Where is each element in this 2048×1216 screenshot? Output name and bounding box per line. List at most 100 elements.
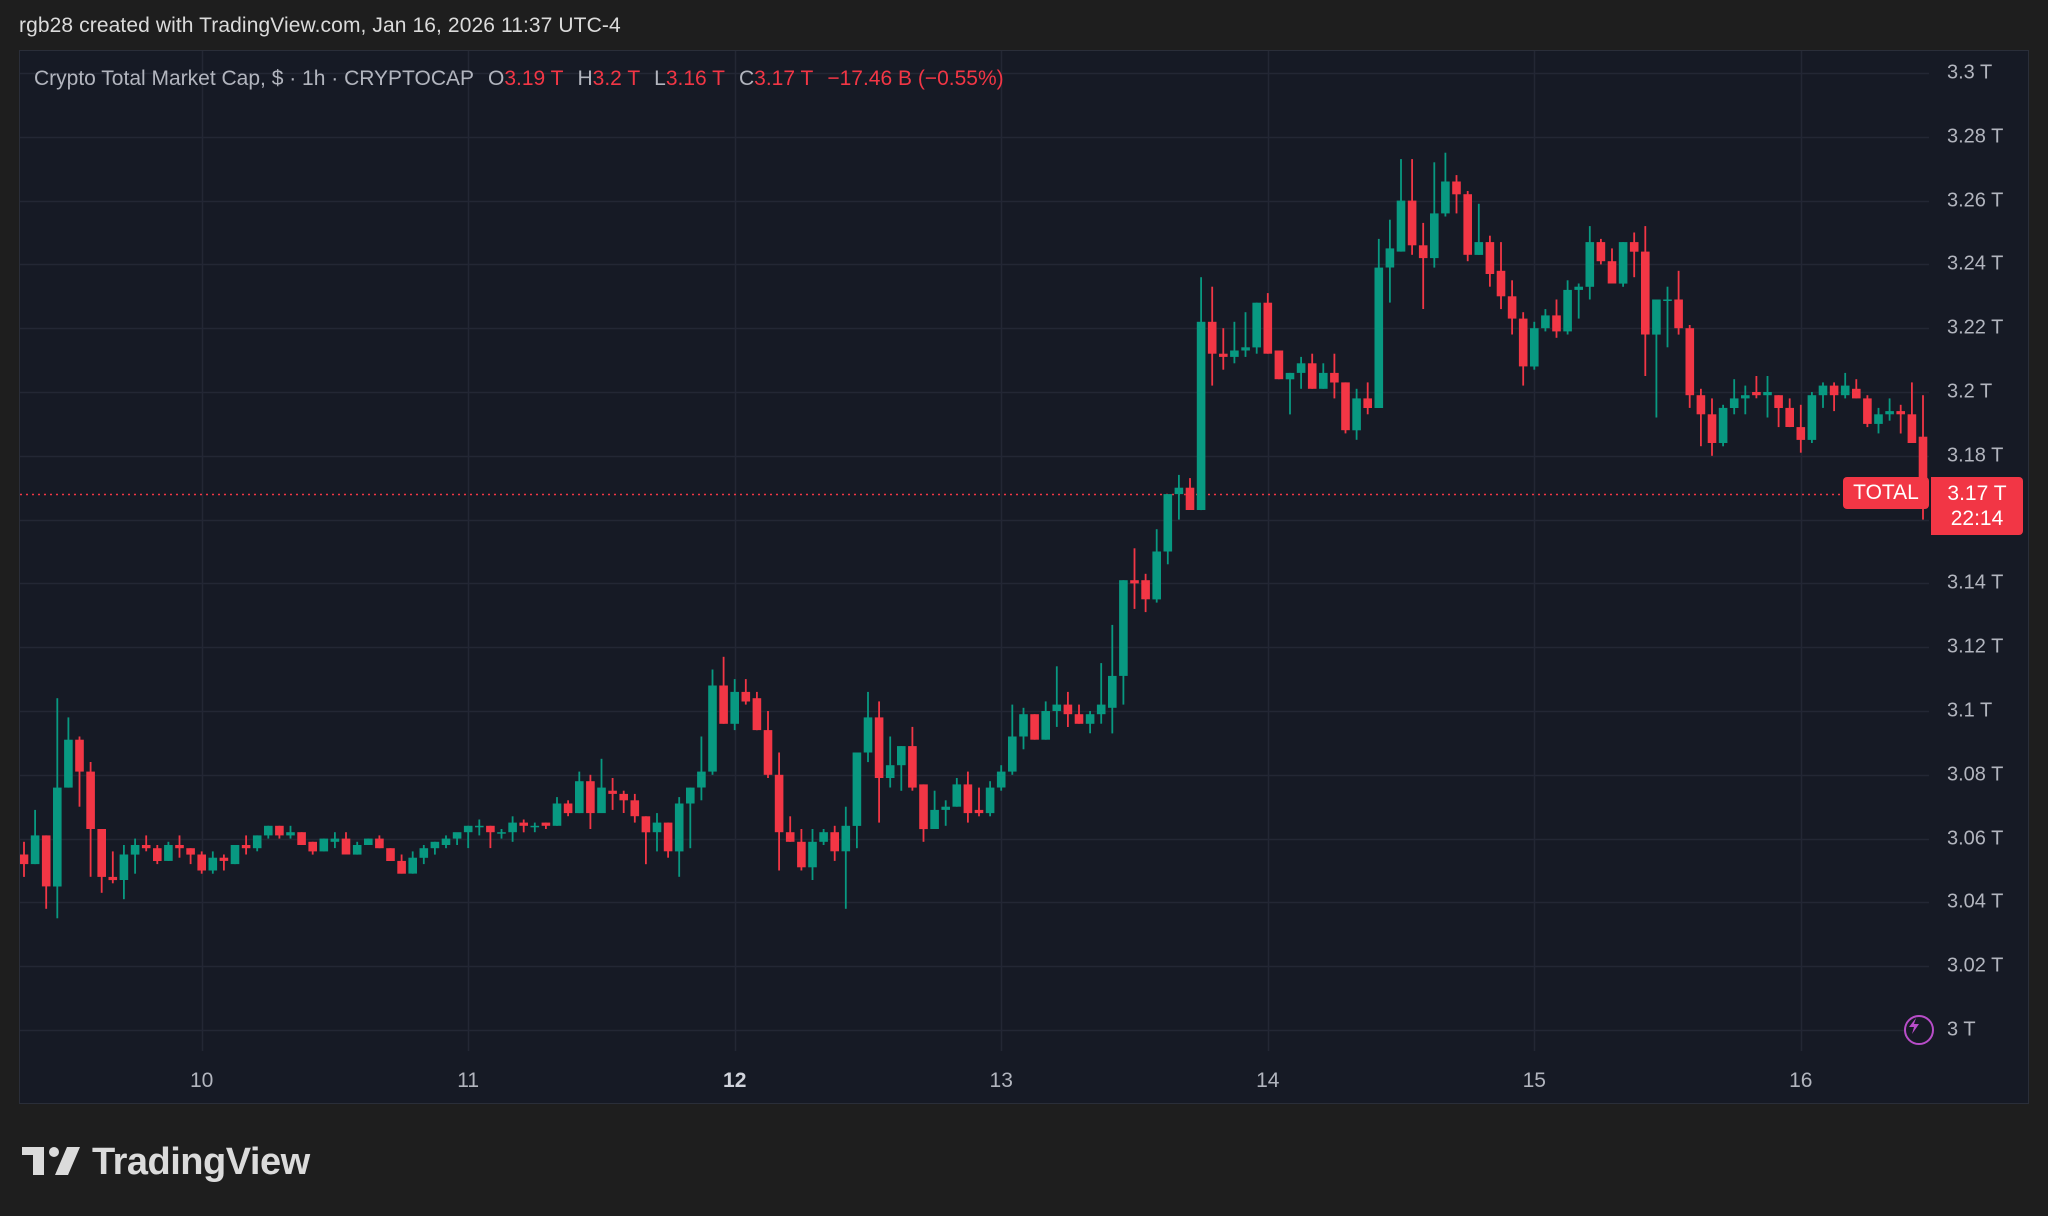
candle-down[interactable] <box>586 774 595 829</box>
candle-down[interactable] <box>75 736 84 807</box>
candle-up[interactable] <box>1374 238 1384 408</box>
candle-up[interactable] <box>1574 283 1583 319</box>
candle-up[interactable] <box>1041 701 1050 740</box>
candle-up[interactable] <box>452 832 462 845</box>
candle-up[interactable] <box>352 841 362 855</box>
candle-up[interactable] <box>1163 494 1173 565</box>
candle-down[interactable] <box>1907 382 1917 443</box>
candle-up[interactable] <box>1196 277 1206 511</box>
candle-up[interactable] <box>430 841 440 855</box>
candle-up[interactable] <box>575 771 584 814</box>
candle-up[interactable] <box>1230 321 1239 364</box>
candle-down[interactable] <box>1918 395 1928 520</box>
candle-up[interactable] <box>1763 376 1772 418</box>
candle-down[interactable] <box>1274 350 1284 380</box>
candle-up[interactable] <box>1108 624 1117 734</box>
candle-up[interactable] <box>1563 280 1572 335</box>
candle-up[interactable] <box>863 691 873 763</box>
candle-up[interactable] <box>1119 580 1128 705</box>
candle-down[interactable] <box>219 854 229 871</box>
candle-up[interactable] <box>286 825 295 839</box>
candle-down[interactable] <box>1363 382 1372 415</box>
candle-down[interactable] <box>1418 222 1428 309</box>
candle-up[interactable] <box>1663 286 1672 348</box>
candle-up[interactable] <box>1285 372 1295 415</box>
candle-up[interactable] <box>1541 309 1550 332</box>
candle-down[interactable] <box>874 701 884 823</box>
candle-down[interactable] <box>1796 404 1806 453</box>
candle-down[interactable] <box>763 711 773 778</box>
candle-down[interactable] <box>797 829 806 871</box>
candle-up[interactable] <box>319 838 329 852</box>
candle-down[interactable] <box>1685 325 1695 408</box>
candle-down[interactable] <box>1185 478 1195 510</box>
candle-down[interactable] <box>1130 548 1139 609</box>
candle-down[interactable] <box>1507 280 1517 335</box>
candle-down[interactable] <box>830 825 839 861</box>
candle-down[interactable] <box>1629 232 1639 278</box>
candle-down[interactable] <box>108 851 118 884</box>
candle-down[interactable] <box>519 819 528 833</box>
candle-up[interactable] <box>985 781 995 817</box>
candle-up[interactable] <box>841 806 851 909</box>
candle-up[interactable] <box>1430 162 1439 268</box>
candle-up[interactable] <box>952 778 962 807</box>
candle-down[interactable] <box>1496 242 1506 310</box>
candle-down[interactable] <box>1207 286 1217 386</box>
candle-down[interactable] <box>397 854 406 874</box>
candle-up[interactable] <box>1441 152 1450 217</box>
candle-down[interactable] <box>641 816 651 865</box>
candle-down[interactable] <box>619 790 628 813</box>
candle-down[interactable] <box>1307 353 1317 389</box>
candle-up[interactable] <box>1085 711 1095 734</box>
candle-down[interactable] <box>86 762 95 877</box>
candle-down[interactable] <box>1707 398 1717 456</box>
candle-up[interactable] <box>1385 219 1395 303</box>
candle-up[interactable] <box>463 825 473 849</box>
candle-down[interactable] <box>1074 704 1084 724</box>
candle-up[interactable] <box>1818 382 1828 408</box>
candle-up[interactable] <box>819 829 828 845</box>
candle-down[interactable] <box>1463 191 1472 262</box>
candle-up[interactable] <box>674 797 684 877</box>
candle-down[interactable] <box>563 800 573 817</box>
candle-up[interactable] <box>1019 707 1028 750</box>
candle-up[interactable] <box>1885 398 1894 421</box>
candle-down[interactable] <box>1407 159 1417 255</box>
candle-down[interactable] <box>774 752 784 871</box>
candle-down[interactable] <box>20 841 29 877</box>
candle-down[interactable] <box>386 848 395 861</box>
candle-down[interactable] <box>1785 398 1794 428</box>
candle-up[interactable] <box>419 845 429 865</box>
candle-up[interactable] <box>1396 159 1406 252</box>
candle-up[interactable] <box>264 825 273 839</box>
candle-up[interactable] <box>1008 704 1017 775</box>
candle-up[interactable] <box>1474 203 1484 255</box>
candle-down[interactable] <box>341 832 351 855</box>
candle-up[interactable] <box>1052 666 1062 727</box>
candle-down[interactable] <box>1774 395 1783 428</box>
candle-down[interactable] <box>1452 175 1461 214</box>
candle-down[interactable] <box>308 841 317 855</box>
candle-down[interactable] <box>630 793 640 823</box>
candle-down[interactable] <box>719 656 728 724</box>
candle-up[interactable] <box>1718 404 1728 447</box>
candle-down[interactable] <box>297 832 306 845</box>
candle-up[interactable] <box>730 679 739 731</box>
candle-down[interactable] <box>153 845 162 865</box>
candle-down[interactable] <box>1596 238 1606 265</box>
candle-down[interactable] <box>1641 226 1650 376</box>
candle-down[interactable] <box>785 816 795 842</box>
candle-up[interactable] <box>30 809 40 865</box>
candle-down[interactable] <box>919 784 928 842</box>
candle-down[interactable] <box>1518 312 1528 386</box>
candle-down[interactable] <box>1852 379 1861 399</box>
candle-down[interactable] <box>197 851 206 874</box>
candle-up[interactable] <box>652 813 662 852</box>
candle-up[interactable] <box>130 838 140 874</box>
candle-down[interactable] <box>275 825 284 839</box>
candle-down[interactable] <box>974 787 984 817</box>
chart-pane[interactable]: Crypto Total Market Cap, $ · 1h · CRYPTO… <box>19 50 2029 1104</box>
candle-up[interactable] <box>1174 474 1184 520</box>
candle-up[interactable] <box>686 787 695 849</box>
